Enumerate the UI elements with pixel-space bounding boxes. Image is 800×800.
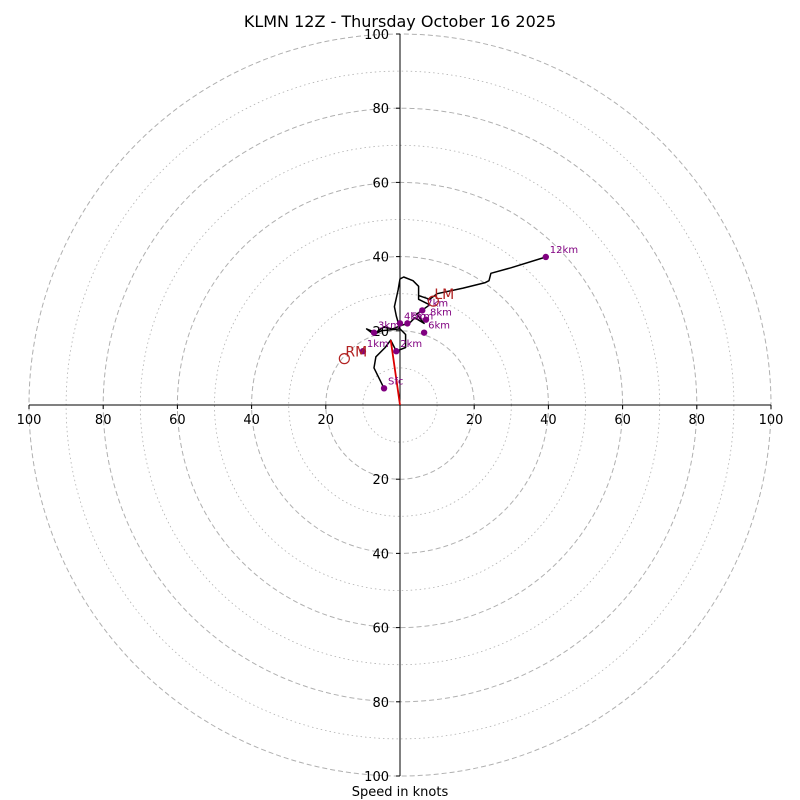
x-axis-label: Speed in knots <box>352 785 449 800</box>
height-marker-dot <box>542 253 550 261</box>
hodograph-upper-trace <box>393 276 420 330</box>
y-tick-label: 80 <box>372 696 389 711</box>
height-marker-label: 8km <box>430 308 452 319</box>
x-tick-label: 20 <box>466 413 483 428</box>
y-tick-label: 20 <box>372 325 389 340</box>
height-marker-label: Sfc <box>388 376 403 387</box>
height-marker-dot <box>359 348 367 355</box>
y-tick-label: 20 <box>372 473 389 488</box>
y-tick-label: 100 <box>364 770 389 785</box>
y-tick-label: 40 <box>372 547 389 562</box>
x-tick-label: 80 <box>689 413 706 428</box>
height-marker-dot <box>380 385 388 392</box>
height-marker-label: 12km <box>550 245 578 256</box>
storm-motion-markers: RM LM <box>338 287 454 365</box>
x-tick-label: 60 <box>614 413 631 428</box>
x-tick-label: 40 <box>540 413 557 428</box>
shear-vector <box>389 339 401 406</box>
y-tick-label: 100 <box>364 28 389 43</box>
height-marker-dot <box>422 316 430 323</box>
height-marker-label: 3km <box>378 321 400 332</box>
x-tick-label: 40 <box>243 413 260 428</box>
storm-motion-circle <box>427 295 439 307</box>
tick-labels: 100 80 60 40 20 20 40 60 80 100 100 80 60 40 20 20 40 60 8… <box>17 28 784 785</box>
height-marker-label: 6km <box>428 321 450 332</box>
height-marker-dot <box>396 320 404 327</box>
x-tick-label: 100 <box>759 413 784 428</box>
height-marker-label: 1km <box>367 339 389 350</box>
y-tick-label: 60 <box>372 622 389 637</box>
x-tick-label: 20 <box>318 413 335 428</box>
height-marker-dot <box>370 329 378 336</box>
height-marker-label: 5km <box>411 311 433 322</box>
chart-title: KLMN 12Z - Thursday October 16 2025 <box>244 12 556 31</box>
y-tick-label: 60 <box>372 176 389 191</box>
height-marker-dot <box>393 348 400 355</box>
height-marker-label: 2km <box>400 339 422 350</box>
storm-motion-label: RM <box>345 345 367 361</box>
y-tick-label: 40 <box>372 251 389 266</box>
height-marker-label: 4km <box>404 311 426 322</box>
x-tick-label: 60 <box>169 413 186 428</box>
y-tick-label: 80 <box>372 102 389 117</box>
storm-motion-label: LM <box>434 287 454 303</box>
height-marker-dot <box>404 320 411 327</box>
storm-motion-circle <box>338 353 350 365</box>
x-tick-label: 80 <box>95 413 112 428</box>
height-marker-dot <box>419 307 426 314</box>
x-tick-label: 100 <box>17 413 42 428</box>
height-marker-dot <box>420 329 428 336</box>
